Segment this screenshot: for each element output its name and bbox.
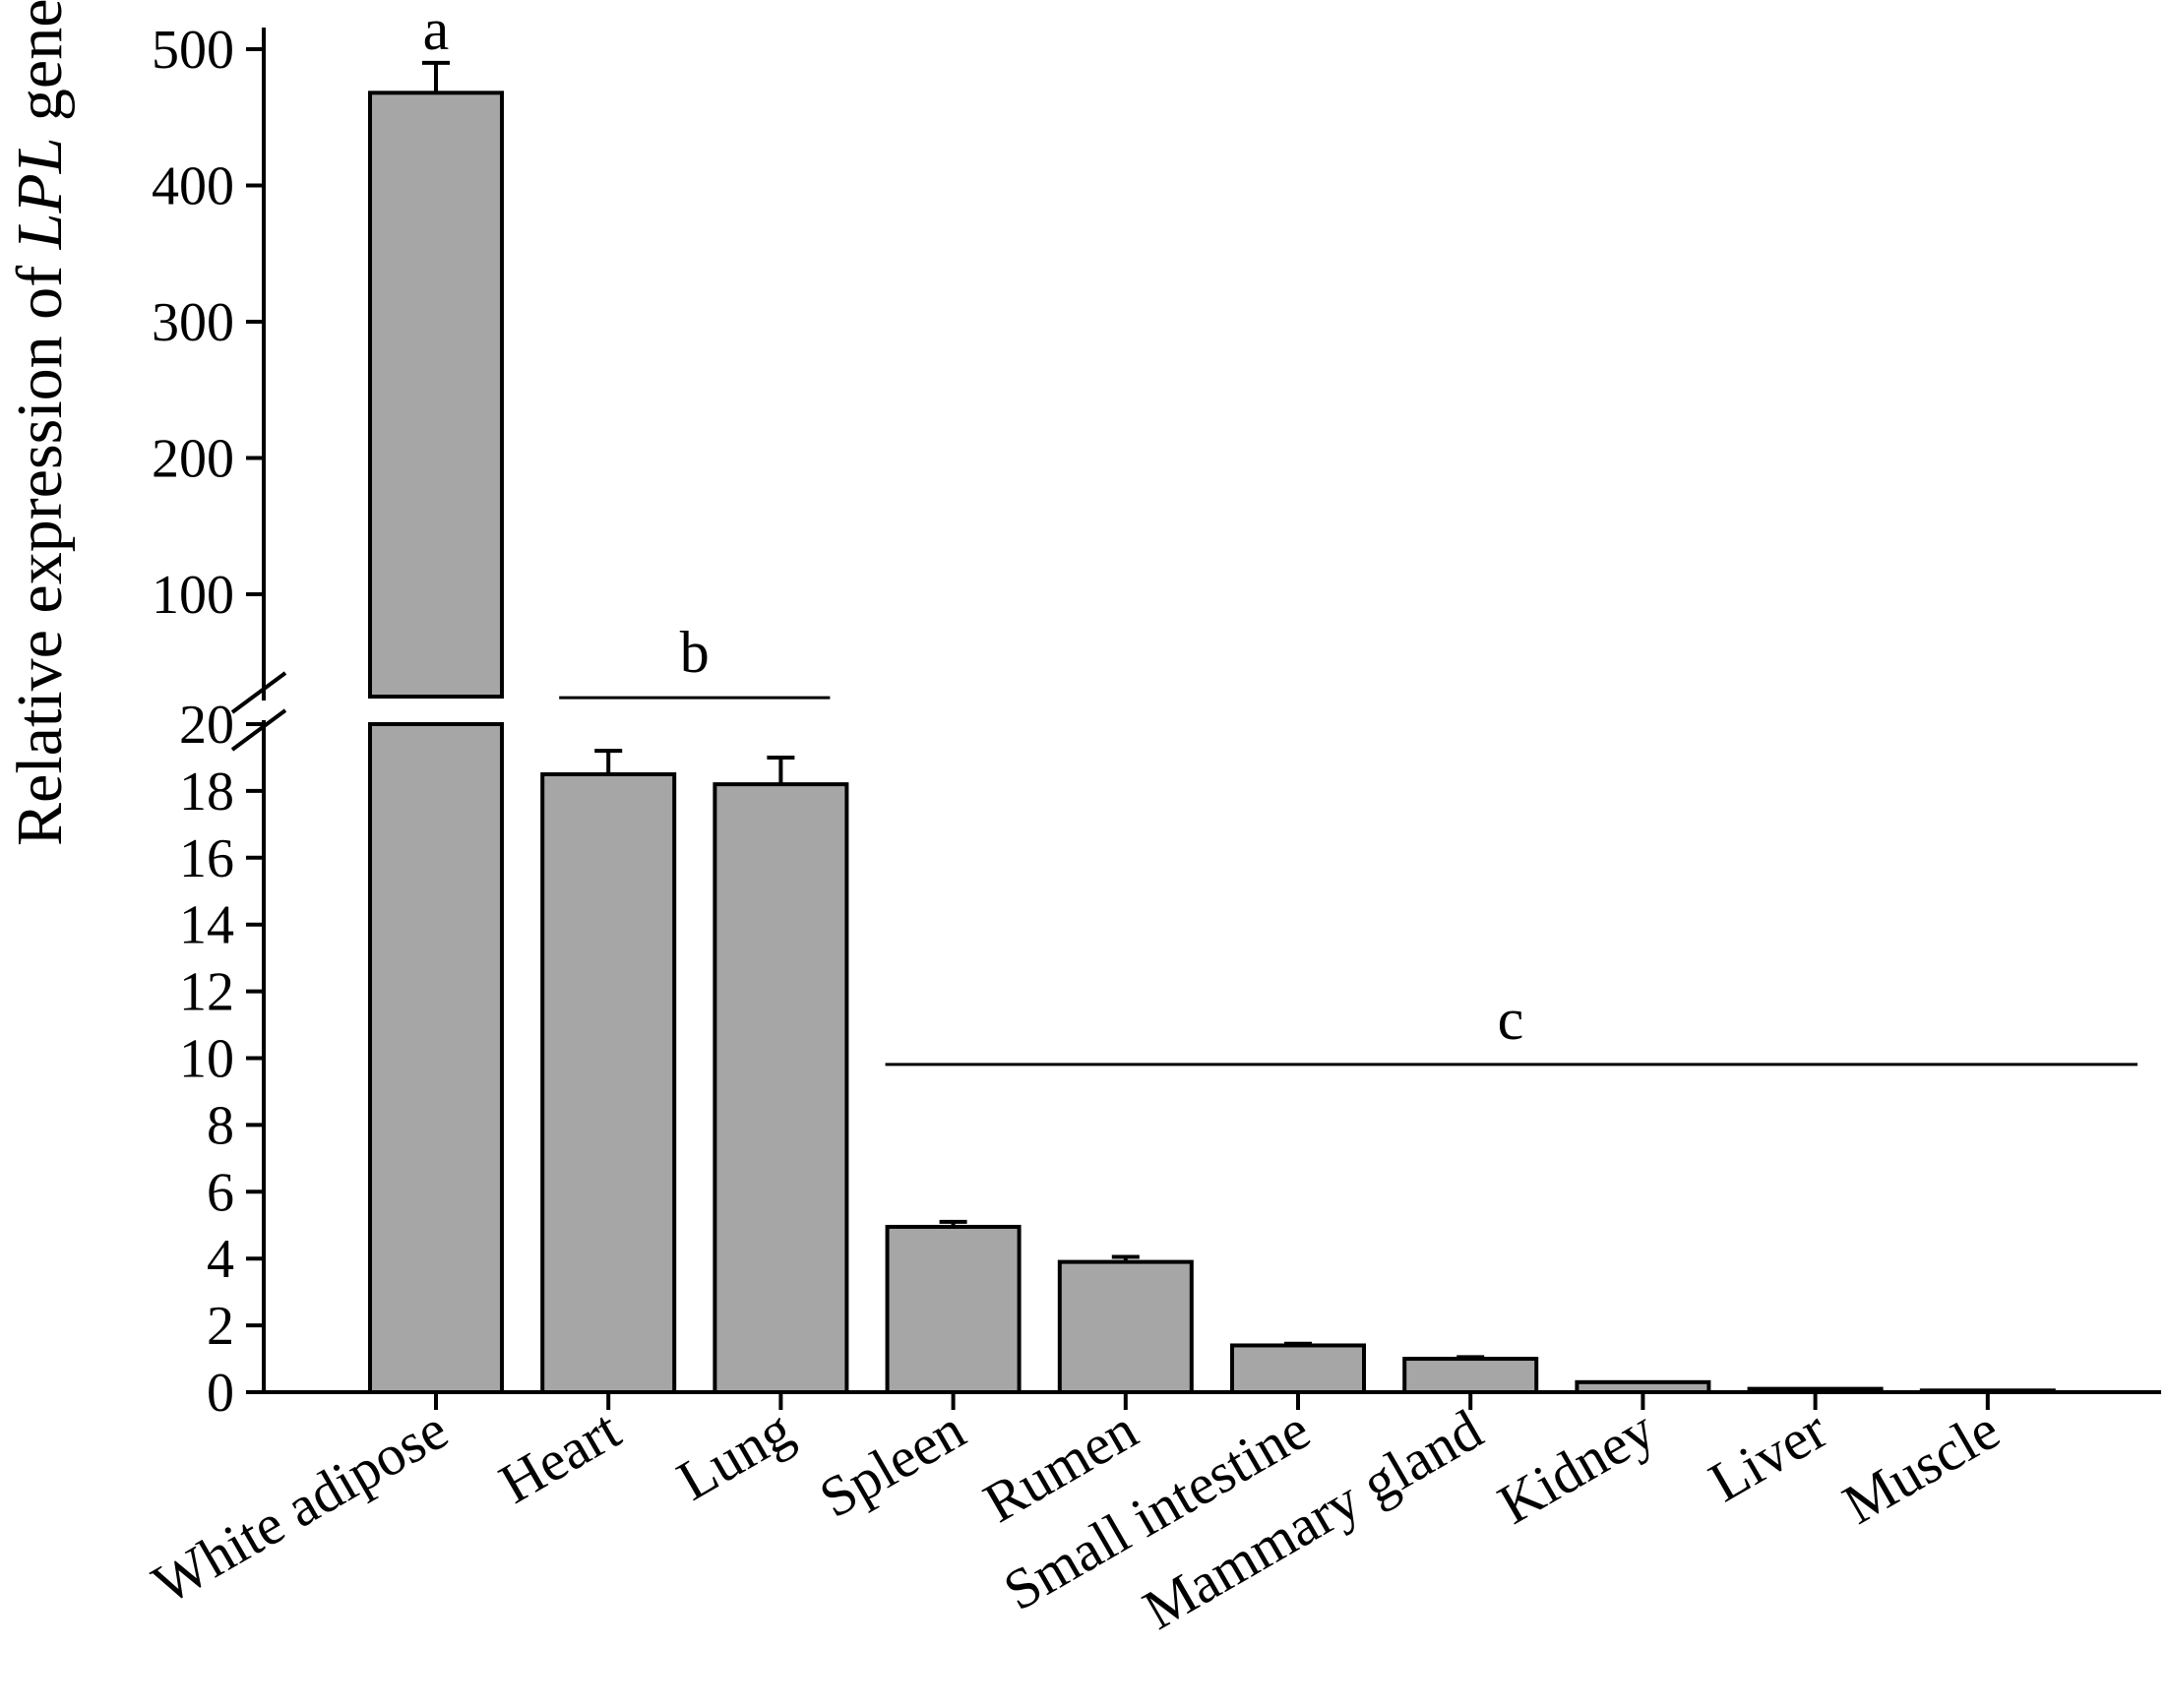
y-tick-label: 8 bbox=[207, 1095, 234, 1156]
x-category-label: Kidney bbox=[1488, 1397, 1665, 1537]
y-tick-label: 100 bbox=[152, 565, 234, 626]
bar bbox=[1575, 1379, 1711, 1394]
y-axis-title-prefix: Relative expression of bbox=[4, 249, 76, 846]
y-tick-label: 12 bbox=[179, 962, 234, 1023]
x-category-label: Lung bbox=[666, 1397, 803, 1513]
y-tick-label: 18 bbox=[179, 762, 234, 823]
bar bbox=[1230, 1343, 1366, 1394]
bar bbox=[885, 1224, 1022, 1395]
y-tick-label: 2 bbox=[207, 1296, 234, 1357]
y-tick-label: 6 bbox=[207, 1162, 234, 1223]
y-tick-label: 300 bbox=[152, 292, 234, 353]
significance-letter: b bbox=[680, 620, 710, 685]
bar bbox=[1057, 1259, 1194, 1394]
bar bbox=[368, 91, 504, 699]
axis-break-mark-upper bbox=[230, 671, 287, 714]
bar bbox=[1919, 1388, 2056, 1394]
y-tick-label: 14 bbox=[179, 895, 234, 956]
bar bbox=[1747, 1386, 1884, 1394]
bar bbox=[713, 782, 849, 1394]
y-tick-label: 0 bbox=[207, 1363, 234, 1424]
y-tick-label: 400 bbox=[152, 156, 234, 217]
x-category-label: Muscle bbox=[1832, 1397, 2010, 1537]
y-tick-label: 10 bbox=[179, 1029, 234, 1090]
bar bbox=[540, 771, 677, 1394]
y-tick-label: 16 bbox=[179, 828, 234, 889]
significance-letter: a bbox=[423, 0, 450, 62]
bar bbox=[368, 722, 504, 1394]
y-tick-label: 4 bbox=[207, 1229, 234, 1290]
bar-break-gap bbox=[367, 699, 505, 722]
x-category-label: Heart bbox=[489, 1397, 631, 1516]
x-category-label: White adipose bbox=[142, 1397, 458, 1616]
significance-letter: c bbox=[1498, 987, 1524, 1052]
bar bbox=[1402, 1357, 1539, 1395]
x-category-label: Spleen bbox=[809, 1397, 975, 1530]
axis-break-mark-lower bbox=[230, 708, 287, 752]
y-axis-title: Relative expression of LPL gene bbox=[4, 0, 76, 846]
y-axis-title-suffix: gene bbox=[4, 0, 76, 138]
y-tick-label: 200 bbox=[152, 429, 234, 490]
y-axis-title-gene: LPL bbox=[4, 138, 76, 251]
x-category-label: Liver bbox=[1699, 1397, 1837, 1514]
y-tick-label: 500 bbox=[152, 20, 234, 81]
y-tick-label: 20 bbox=[179, 695, 234, 756]
